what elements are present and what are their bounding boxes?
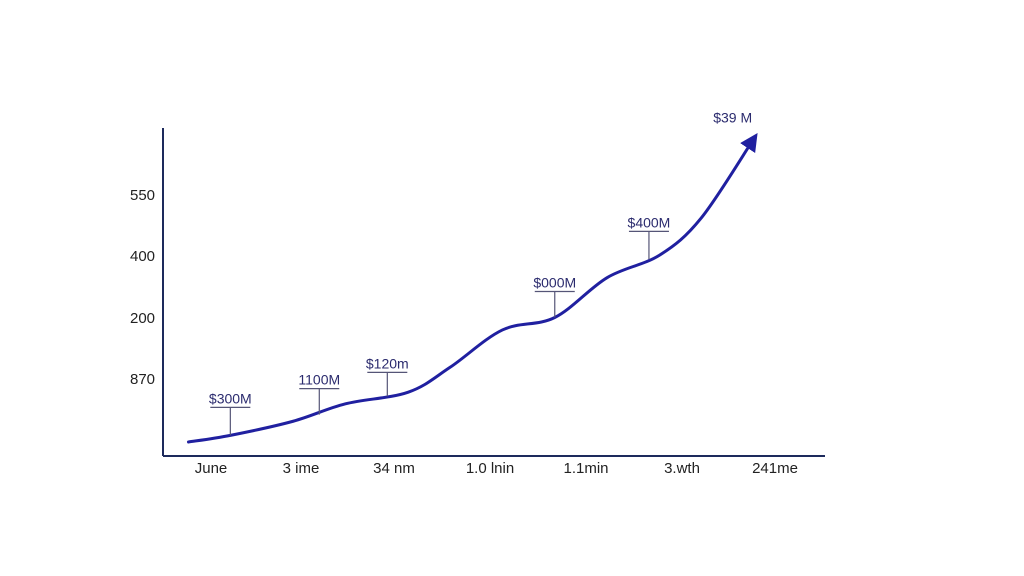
- y-tick-label: 550: [130, 187, 155, 204]
- data-annotation: $120m: [366, 355, 409, 397]
- data-annotation: $400M: [628, 214, 671, 260]
- data-label: $300M: [209, 390, 252, 406]
- data-label: $120m: [366, 355, 409, 371]
- x-tick-label: 1.0 lnin: [466, 460, 514, 477]
- data-label: 1100M: [298, 372, 340, 388]
- y-tick-labels: 550 400 200 870: [130, 187, 155, 388]
- x-tick-label: June: [195, 460, 228, 477]
- chart-axes: [162, 128, 825, 457]
- data-label: $39 M: [713, 109, 752, 125]
- series-line: [186, 133, 758, 444]
- y-tick-label: 870: [130, 371, 155, 388]
- data-annotation: $300M: [209, 390, 252, 436]
- x-tick-labels: June 3 ime 34 nm 1.0 lnin 1.1min 3.wth 241me: [195, 460, 798, 477]
- data-annotation: $39 M: [713, 109, 752, 125]
- data-label: $000M: [533, 275, 576, 291]
- data-annotation: 1100M: [298, 372, 340, 415]
- y-tick-label: 400: [130, 248, 155, 265]
- x-tick-label: 241me: [752, 460, 798, 477]
- data-label: $400M: [628, 214, 671, 230]
- x-tick-label: 1.1min: [563, 460, 608, 477]
- data-annotation: $000M: [533, 275, 576, 318]
- y-tick-label: 200: [130, 310, 155, 327]
- x-tick-label: 3 ime: [283, 460, 320, 477]
- data-annotations: $300M 1100M $120m $000M $400M $39 M: [209, 109, 752, 436]
- series-lines: [186, 133, 758, 444]
- x-tick-label: 3.wth: [664, 460, 700, 477]
- x-tick-label: 34 nm: [373, 460, 415, 477]
